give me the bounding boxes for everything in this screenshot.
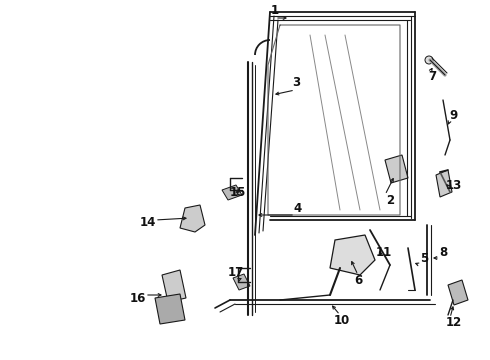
Text: 9: 9 [450,108,458,122]
Polygon shape [222,185,242,200]
Polygon shape [155,294,185,324]
Text: 10: 10 [334,314,350,327]
Text: 3: 3 [292,76,300,89]
Text: 5: 5 [420,252,428,265]
Polygon shape [436,170,452,197]
Text: 17: 17 [228,266,244,279]
Text: 6: 6 [354,274,362,287]
Polygon shape [385,155,408,183]
Text: 11: 11 [376,246,392,258]
Text: 7: 7 [428,69,436,82]
Polygon shape [162,270,186,302]
Text: 4: 4 [294,202,302,215]
Polygon shape [448,280,468,305]
Polygon shape [233,274,250,290]
Text: 1: 1 [271,4,279,17]
Text: 15: 15 [230,185,246,198]
Text: 8: 8 [439,246,447,258]
Text: 2: 2 [386,194,394,207]
Text: 14: 14 [140,216,156,229]
Text: 13: 13 [446,179,462,192]
Circle shape [425,56,433,64]
Polygon shape [180,205,205,232]
Polygon shape [330,235,375,275]
Text: 16: 16 [130,292,146,305]
Text: 12: 12 [446,316,462,329]
